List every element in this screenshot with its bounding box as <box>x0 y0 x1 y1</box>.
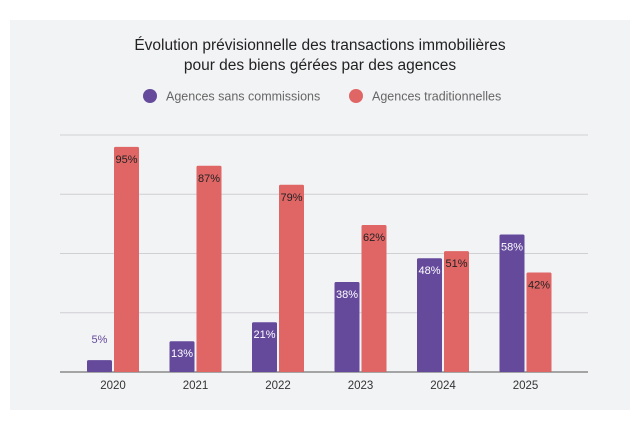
x-tick-label: 2025 <box>513 380 539 392</box>
data-label: 95% <box>115 154 137 166</box>
legend-marker-traditionnelles <box>349 89 363 103</box>
chart-title-line-1: Évolution prévisionnelle des transaction… <box>134 37 506 54</box>
bar-sans-commissions-2021 <box>169 341 195 372</box>
x-tick-label: 2021 <box>183 380 209 392</box>
bar-traditionnelles-2023 <box>361 225 387 372</box>
data-label: 79% <box>280 192 302 204</box>
x-tick-label: 2020 <box>100 380 126 392</box>
data-label: 42% <box>528 279 550 291</box>
bar-traditionnelles-2021 <box>196 165 222 372</box>
bar-sans-commissions-2024 <box>417 258 442 372</box>
data-label: 48% <box>418 265 440 277</box>
bar-sans-commissions-2025 <box>499 234 525 372</box>
data-label: 13% <box>171 348 193 360</box>
bar-sans-commissions-2022 <box>252 322 277 372</box>
bar-traditionnelles-2025 <box>526 272 552 372</box>
legend-label-sans-commissions: Agences sans commissions <box>166 90 320 104</box>
data-label: 5% <box>92 334 108 346</box>
chart-title-line-2: pour des biens gérées par des agences <box>184 57 457 74</box>
x-tick-label: 2022 <box>265 380 291 392</box>
data-label: 87% <box>198 173 220 185</box>
x-tick-label: 2024 <box>430 380 456 392</box>
legend: Agences sans commissions Agences traditi… <box>143 89 501 104</box>
data-label: 58% <box>501 242 523 254</box>
bar-sans-commissions-2020 <box>87 360 112 372</box>
data-label: 62% <box>363 232 385 244</box>
bar-traditionnelles-2020 <box>114 146 139 372</box>
data-label: 51% <box>445 258 467 270</box>
x-tick-label: 2023 <box>348 380 374 392</box>
data-label: 21% <box>253 329 275 341</box>
bar-sans-commissions-2023 <box>334 281 360 372</box>
legend-label-traditionnelles: Agences traditionnelles <box>372 90 501 104</box>
bar-traditionnelles-2022 <box>279 184 304 372</box>
data-label: 38% <box>336 289 358 301</box>
bar-traditionnelles-2024 <box>444 251 469 372</box>
legend-marker-sans-commissions <box>143 89 157 103</box>
